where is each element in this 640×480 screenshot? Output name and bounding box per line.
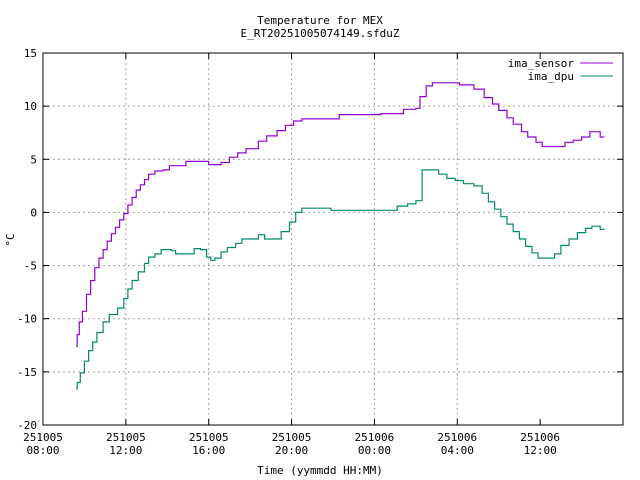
x-tick-label-date: 251006	[520, 431, 560, 444]
y-axis-label: °C	[4, 233, 17, 246]
x-tick-label-date: 251006	[355, 431, 395, 444]
axis-ticks: 151050-5-10-15-2025100508:0025100512:002…	[17, 47, 623, 457]
x-tick-label-date: 251005	[23, 431, 63, 444]
x-tick-label-date: 251005	[189, 431, 229, 444]
x-tick-label-date: 251005	[106, 431, 146, 444]
legend-label-ima-sensor: ima_sensor	[508, 57, 575, 70]
y-tick-label: -20	[17, 419, 37, 432]
legend-label-ima-dpu: ima_dpu	[528, 70, 574, 83]
y-tick-label: -10	[17, 313, 37, 326]
x-tick-label-time: 04:00	[441, 444, 474, 457]
y-tick-label: 0	[30, 206, 37, 219]
x-tick-label-time: 00:00	[358, 444, 391, 457]
x-tick-label-date: 251005	[272, 431, 312, 444]
y-tick-label: -5	[24, 260, 37, 273]
chart-title: Temperature for MEX	[257, 14, 383, 27]
x-tick-label-time: 12:00	[109, 444, 142, 457]
y-tick-label: 10	[24, 100, 37, 113]
y-tick-label: 5	[30, 153, 37, 166]
y-tick-label: 15	[24, 47, 37, 60]
x-tick-label-time: 16:00	[192, 444, 225, 457]
series-line-ima-dpu	[76, 169, 605, 390]
series-lines	[76, 82, 605, 390]
x-tick-label-time: 12:00	[524, 444, 557, 457]
chart-subtitle: E_RT20251005074149.sfduZ	[241, 27, 400, 40]
x-tick-label-time: 08:00	[26, 444, 59, 457]
x-tick-label-date: 251006	[437, 431, 477, 444]
x-tick-label-time: 20:00	[275, 444, 308, 457]
y-tick-label: -15	[17, 366, 37, 379]
series-line-ima-sensor	[76, 82, 605, 347]
legend: ima_sensor ima_dpu	[508, 57, 613, 83]
x-axis-label: Time (yymmdd HH:MM)	[257, 464, 383, 477]
grid	[43, 53, 623, 425]
plot-frame	[42, 52, 624, 426]
